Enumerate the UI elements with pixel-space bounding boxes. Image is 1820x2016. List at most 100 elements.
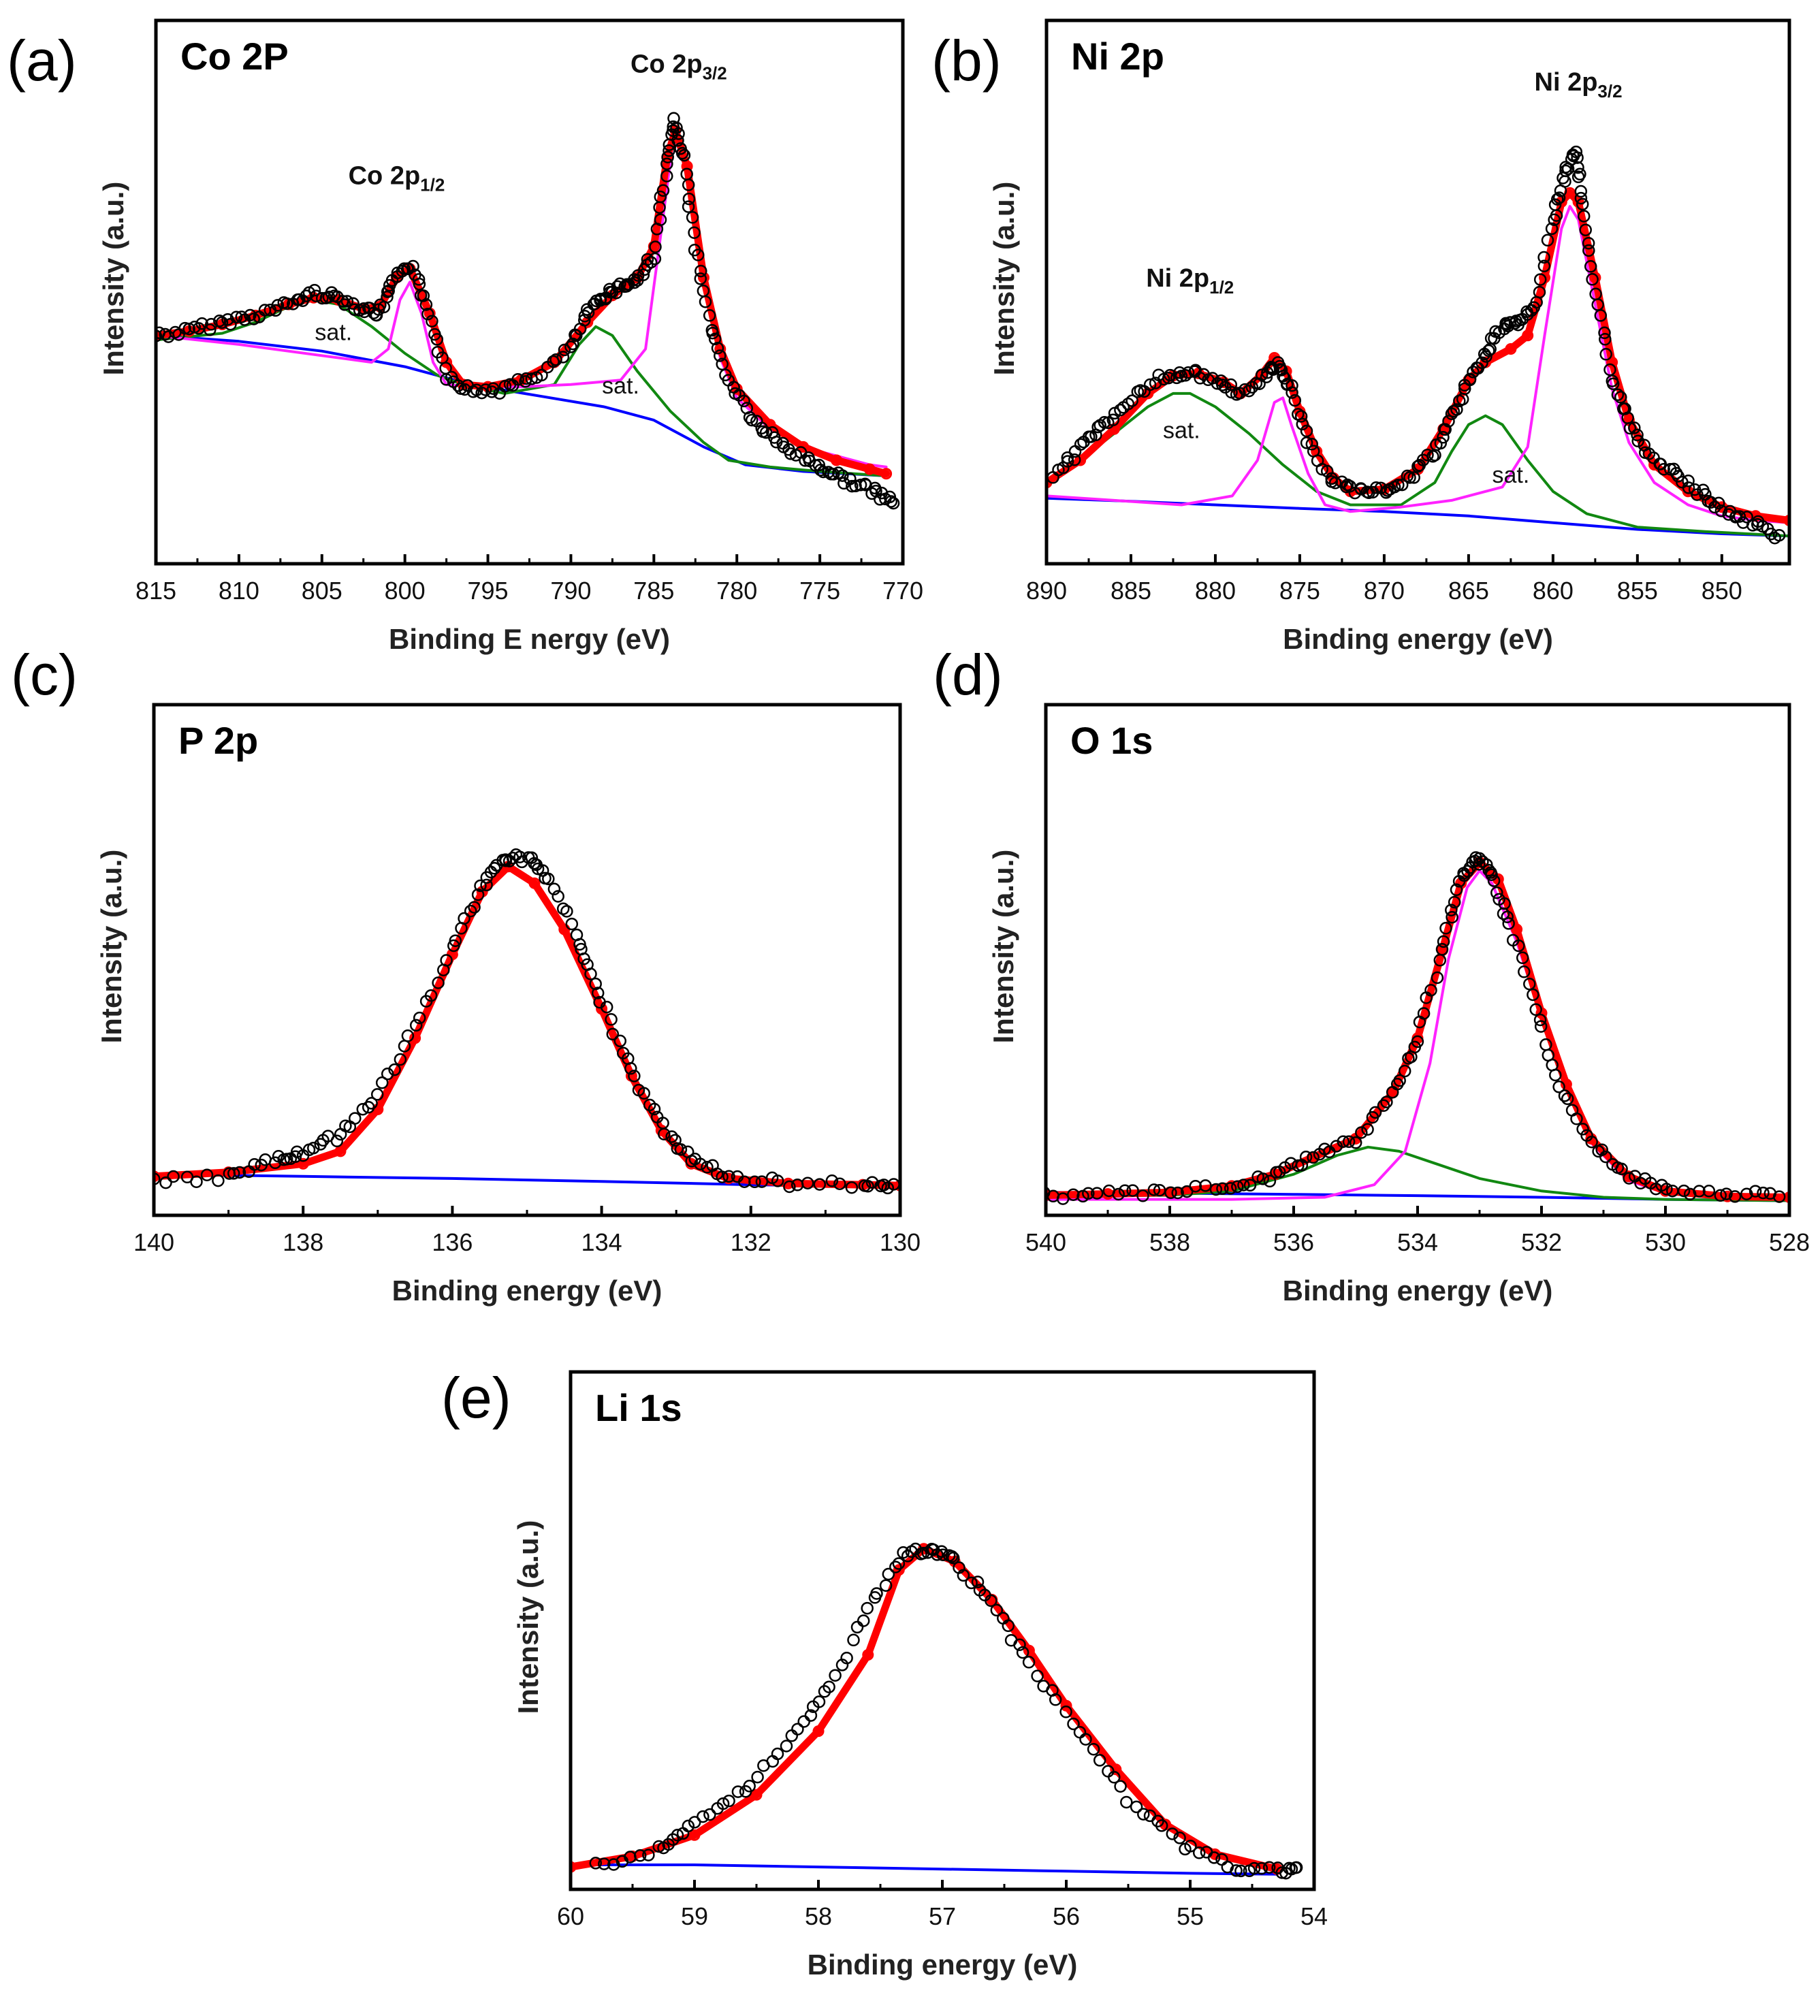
envelope-marker	[880, 468, 893, 480]
data-point	[957, 1569, 970, 1582]
x-tick-label: 56	[1053, 1902, 1080, 1930]
data-point	[1398, 1064, 1411, 1078]
data-point	[1216, 1182, 1229, 1196]
data-point	[1305, 438, 1319, 451]
envelope-marker	[688, 1829, 701, 1841]
plot-area	[154, 848, 900, 1195]
data-point	[182, 322, 195, 336]
data-point	[711, 342, 724, 355]
data-point	[1290, 1861, 1303, 1874]
data-point	[1437, 431, 1450, 444]
envelope-marker	[1648, 459, 1661, 471]
data-point	[1448, 895, 1461, 909]
data-point	[1230, 1864, 1243, 1877]
data-point	[642, 1849, 655, 1861]
data-point	[1300, 436, 1313, 449]
data-point	[686, 211, 699, 224]
data-point	[644, 255, 658, 269]
data-point	[1121, 398, 1135, 411]
data-point	[1537, 259, 1551, 272]
data-point	[1118, 1184, 1132, 1198]
data-point	[847, 1633, 860, 1647]
data-point	[1049, 1693, 1062, 1706]
data-point	[156, 330, 163, 342]
data-point	[471, 888, 485, 901]
data-point	[598, 1857, 611, 1870]
envelope-marker	[812, 1725, 825, 1738]
x-axis: 890 885 880 875 870 865 860 855 850	[1026, 554, 1742, 605]
data-point	[1714, 1189, 1727, 1202]
data-point	[1106, 413, 1120, 427]
data-point	[682, 1819, 695, 1833]
data-point	[1582, 236, 1595, 250]
data-point	[1487, 874, 1501, 887]
data-point	[233, 1166, 246, 1179]
data-point	[1155, 1819, 1168, 1832]
data-point	[584, 967, 597, 980]
x-tick-label: 810	[219, 577, 259, 605]
data-point	[1757, 1186, 1770, 1200]
data-point	[682, 192, 696, 206]
data-point	[1450, 883, 1463, 897]
data-point	[430, 333, 444, 346]
data-point	[603, 283, 616, 296]
data-point	[748, 1175, 761, 1189]
data-point	[1286, 379, 1298, 392]
data-point	[1417, 1007, 1431, 1020]
envelope-marker	[334, 1145, 347, 1157]
x-tick-label: 136	[432, 1228, 473, 1256]
y-axis-title: Intensity (a.u.)	[512, 1520, 544, 1714]
data-point	[818, 1685, 831, 1698]
data-point	[535, 368, 548, 382]
data-point	[464, 904, 477, 918]
x-tick-label: 130	[880, 1228, 921, 1256]
element-label: Co 2P	[180, 35, 289, 78]
data-point	[628, 1070, 641, 1083]
panel-e: (e) Li 1s 60 59 58 57 56 55 54 Binding energy (eV…	[441, 1366, 1328, 1981]
data-point	[421, 308, 434, 321]
data-point	[195, 317, 208, 330]
x-tick-label: 132	[731, 1228, 771, 1256]
data-point	[600, 1000, 613, 1014]
plot-area	[571, 1542, 1303, 1880]
data-point	[1234, 1864, 1247, 1878]
data-point	[488, 862, 501, 875]
data-point	[381, 290, 394, 304]
panel-label: (a)	[7, 29, 77, 93]
data-point	[701, 1161, 714, 1174]
data-point	[1614, 391, 1627, 404]
data-point	[1013, 1638, 1026, 1651]
data-point	[1237, 1179, 1250, 1191]
x-tick-label: 785	[633, 577, 674, 605]
data-point	[1369, 481, 1383, 494]
data-point	[990, 1603, 1004, 1617]
data-point	[536, 864, 549, 877]
satellite-label: sat.	[602, 373, 639, 399]
panel-b: (b) Ni 2p 890 885 880 875 870 865 860 855 850 Bindi…	[931, 18, 1791, 655]
panel-label: (b)	[931, 29, 1002, 93]
data-point	[1143, 378, 1157, 391]
data-point	[1093, 1754, 1106, 1767]
data-point	[945, 1550, 959, 1563]
data-point	[1442, 415, 1455, 428]
data-point	[1224, 378, 1238, 391]
x-tick-label: 780	[716, 577, 757, 605]
data-point	[398, 262, 411, 275]
data-point	[1599, 1150, 1612, 1164]
background-curve	[571, 1863, 1279, 1876]
envelope-marker	[441, 356, 453, 368]
plot-area	[1046, 851, 1789, 1205]
envelope-marker	[893, 1564, 905, 1576]
data-point	[641, 253, 654, 266]
data-point	[882, 1567, 895, 1581]
data-point	[1490, 886, 1503, 899]
x-tick-label: 800	[385, 577, 426, 605]
data-point	[1245, 381, 1259, 394]
data-point	[1475, 356, 1488, 370]
x-tick-label: 538	[1149, 1228, 1190, 1256]
data-point	[884, 495, 898, 508]
data-point	[708, 332, 722, 346]
data-point	[1424, 984, 1437, 997]
data-point	[1764, 528, 1778, 541]
x-axis: 540 538 536 534 532 530 528	[1025, 1206, 1810, 1256]
